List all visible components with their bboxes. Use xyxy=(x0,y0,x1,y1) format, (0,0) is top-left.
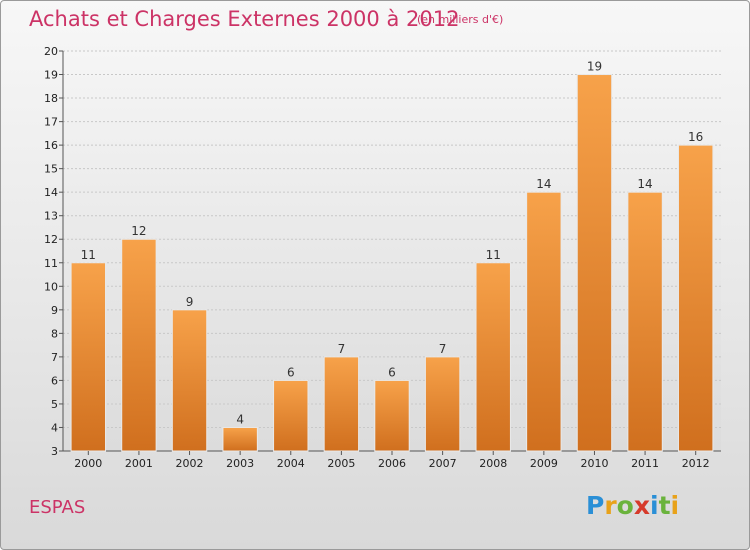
data-label: 7 xyxy=(439,342,447,356)
bar xyxy=(222,426,258,452)
chart-unit: (en milliers d'€) xyxy=(417,13,504,26)
bar xyxy=(374,379,410,452)
y-tick-label: 3 xyxy=(51,445,58,458)
logo-letter: t xyxy=(658,491,671,520)
bar xyxy=(171,309,208,452)
y-tick-label: 10 xyxy=(44,280,58,293)
bar xyxy=(526,191,562,452)
x-tick-label: 2007 xyxy=(429,457,457,470)
bar xyxy=(70,262,107,452)
logo-letter: P xyxy=(586,491,605,520)
bar xyxy=(677,144,714,452)
x-tick-label: 2009 xyxy=(530,457,558,470)
y-tick-label: 15 xyxy=(44,163,58,176)
y-tick-label: 7 xyxy=(51,351,58,364)
logo-letter: o xyxy=(616,491,634,520)
commune-name: ESPAS xyxy=(29,497,86,518)
logo-letter: r xyxy=(604,491,617,520)
data-label: 12 xyxy=(131,224,146,238)
y-tick-label: 18 xyxy=(44,92,58,105)
y-tick-label: 16 xyxy=(44,139,58,152)
x-tick-label: 2005 xyxy=(327,457,355,470)
data-label: 16 xyxy=(688,130,703,144)
bar xyxy=(273,379,309,452)
y-tick-label: 20 xyxy=(44,45,58,58)
y-tick-label: 11 xyxy=(44,257,58,270)
x-tick-label: 2011 xyxy=(631,457,659,470)
y-tick-label: 8 xyxy=(51,327,58,340)
data-label: 7 xyxy=(338,342,346,356)
logo-letter: i xyxy=(670,491,680,520)
proxiti-logo: Proxiti xyxy=(586,491,679,520)
data-label: 4 xyxy=(236,412,244,426)
x-tick-label: 2006 xyxy=(378,457,406,470)
y-tick-label: 17 xyxy=(44,116,58,129)
y-tick-label: 13 xyxy=(44,210,58,223)
data-label: 11 xyxy=(486,248,501,262)
y-tick-label: 4 xyxy=(51,421,58,434)
bar xyxy=(323,356,360,452)
x-tick-label: 2004 xyxy=(277,457,305,470)
y-tick-label: 5 xyxy=(51,398,58,411)
x-tick-label: 2001 xyxy=(125,457,153,470)
y-tick-label: 9 xyxy=(51,304,58,317)
data-label: 11 xyxy=(81,248,96,262)
x-tick-label: 2012 xyxy=(682,457,710,470)
bar xyxy=(576,74,613,452)
data-label: 14 xyxy=(536,177,551,191)
bar xyxy=(121,238,157,452)
data-label: 19 xyxy=(587,60,602,74)
bar xyxy=(424,356,461,452)
bar xyxy=(627,191,663,452)
data-label: 6 xyxy=(287,365,295,379)
x-tick-label: 2010 xyxy=(580,457,608,470)
x-tick-label: 2008 xyxy=(479,457,507,470)
x-tick-label: 2000 xyxy=(74,457,102,470)
y-tick-label: 12 xyxy=(44,233,58,246)
logo-letter: i xyxy=(650,491,659,520)
y-tick-label: 14 xyxy=(44,186,58,199)
data-label: 14 xyxy=(637,177,652,191)
data-label: 9 xyxy=(186,295,194,309)
y-tick-label: 19 xyxy=(44,69,58,82)
chart-title: Achats et Charges Externes 2000 à 2012 xyxy=(29,7,460,31)
logo-letter: x xyxy=(633,491,650,520)
bar xyxy=(475,262,511,452)
x-tick-label: 2002 xyxy=(176,457,204,470)
data-label: 6 xyxy=(388,365,396,379)
y-tick-label: 6 xyxy=(51,374,58,387)
x-tick-label: 2003 xyxy=(226,457,254,470)
